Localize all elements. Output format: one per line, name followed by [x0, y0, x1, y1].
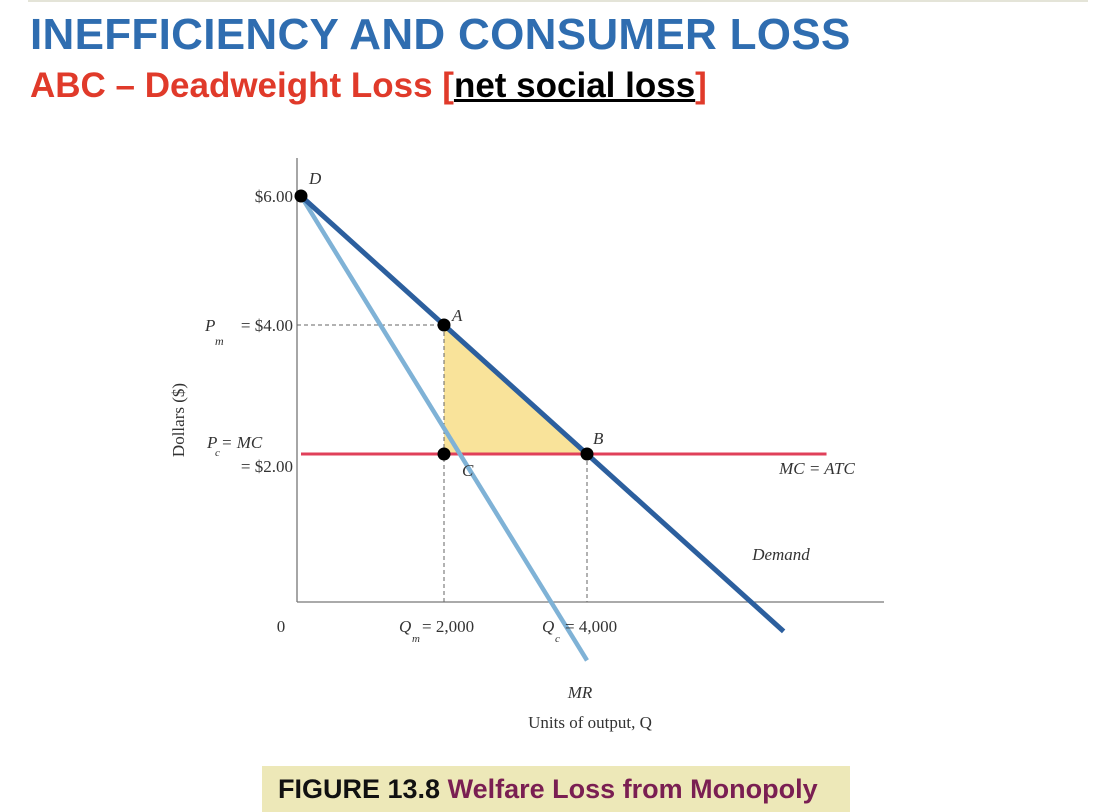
- y-tick-pm-sub: m: [215, 334, 224, 348]
- point-b: [580, 447, 594, 461]
- x-tick-label-qc: = 4,000: [565, 617, 617, 636]
- point-label-d: D: [308, 169, 322, 188]
- subtitle-open-bracket: [: [442, 66, 454, 105]
- subtitle-text: ABC – Deadweight Loss: [30, 66, 443, 105]
- x-tick-label-qm: = 2,000: [422, 617, 474, 636]
- subtitle-close-bracket: ]: [695, 66, 707, 105]
- x-axis-label: Units of output, Q: [528, 713, 652, 732]
- mc-atc-label: MC = ATC: [778, 459, 855, 478]
- figure-title: Welfare Loss from Monopoly: [447, 774, 818, 804]
- x-tick-qc-prefix: Q: [542, 617, 554, 636]
- subtitle-net-social-loss: net social loss: [453, 66, 696, 105]
- y-tick-pc-sub: c: [215, 447, 220, 459]
- y-tick-label-2: = $2.00: [241, 457, 293, 476]
- figure-number: FIGURE 13.8: [278, 774, 441, 804]
- point-d: [294, 189, 308, 203]
- point-a: [437, 318, 451, 332]
- top-rule: [28, 0, 1088, 2]
- y-tick-pc-mc: = MC: [221, 433, 263, 452]
- y-tick-label-6: $6.00: [255, 187, 293, 206]
- point-c: [437, 447, 451, 461]
- x-tick-qc-sub: c: [555, 633, 560, 645]
- demand-line: [299, 194, 786, 634]
- mr-label: MR: [567, 683, 593, 702]
- point-label-c: C: [462, 461, 474, 480]
- page-subtitle: ABC – Deadweight Loss [net social loss]: [30, 66, 707, 106]
- demand-label: Demand: [751, 545, 810, 564]
- x-tick-qm-prefix: Q: [399, 617, 411, 636]
- mr-line: [299, 194, 589, 662]
- origin-label: 0: [277, 617, 286, 636]
- y-tick-pm-prefix: P: [204, 316, 215, 335]
- x-tick-qm-sub: m: [412, 633, 420, 645]
- figure-caption: FIGURE 13.8 Welfare Loss from Monopoly: [262, 766, 850, 812]
- page-title: INEFFICIENCY AND CONSUMER LOSS: [30, 10, 851, 59]
- y-tick-label-4: = $4.00: [241, 316, 293, 335]
- y-axis-label: Dollars ($): [169, 383, 188, 457]
- point-label-b: B: [593, 429, 604, 448]
- point-label-a: A: [451, 306, 463, 325]
- y-tick-pc-prefix: P: [206, 433, 217, 452]
